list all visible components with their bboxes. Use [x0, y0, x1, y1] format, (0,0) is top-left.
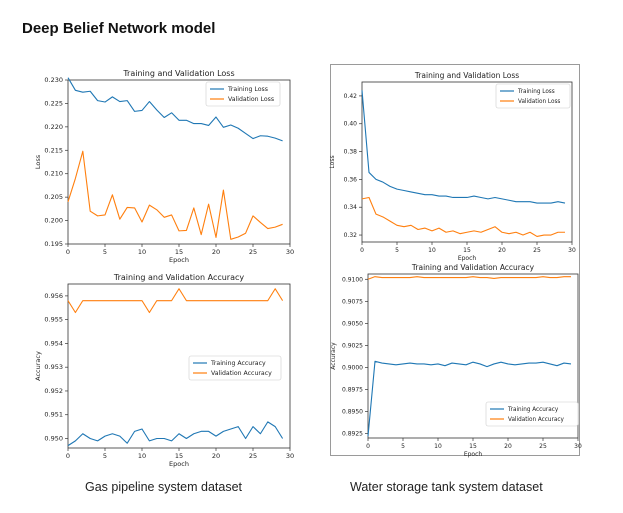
water-loss-x-tick-label: 30 — [568, 247, 576, 254]
gas-acc-legend-entry: Validation Accuracy — [211, 370, 272, 377]
caption-water-tank: Water storage tank system dataset — [350, 480, 543, 494]
gas-acc-x-tick-label: 30 — [286, 452, 294, 460]
gas-acc-y-tick-label: 0.952 — [44, 387, 63, 395]
gas-pipeline-panel — [28, 62, 298, 467]
gas-loss-y-tick-label: 0.220 — [44, 123, 63, 131]
water-loss-series-validation-line — [361, 196, 565, 237]
water-acc-legend-entry: Validation Accuracy — [508, 417, 564, 423]
gas-loss-legend-box — [205, 81, 281, 107]
water-loss-title: Training and Validation Loss — [414, 71, 519, 80]
water-loss-x-tick-label: 20 — [498, 247, 506, 254]
gas-loss-x-tick-label: 30 — [286, 248, 294, 256]
water-acc-title: Training and Validation Accuracy — [411, 263, 535, 272]
water-loss-x-tick-label: 15 — [463, 247, 471, 254]
water-loss-y-tick-label: 0.34 — [344, 204, 358, 211]
gas-loss-y-tick-label: 0.205 — [44, 193, 63, 201]
gas-acc-series-validation-line — [67, 288, 284, 314]
gas-acc-y-tick-label: 0.954 — [44, 339, 63, 347]
gas-loss-y-tick-label: 0.230 — [44, 76, 63, 84]
water-acc-series-training-line — [367, 360, 572, 437]
water-acc-y-tick-label: 0.9050 — [342, 320, 363, 327]
gas-acc-y-tick-label: 0.956 — [44, 292, 63, 300]
gas-loss-y-tick-label: 0.225 — [44, 99, 63, 107]
water-loss-y-tick-label: 0.42 — [344, 93, 358, 100]
gas-acc-x-axis-label: Epoch — [169, 460, 189, 468]
gas-acc-series-training-line — [67, 421, 284, 447]
gas-loss-y-axis-label: Loss — [34, 154, 42, 169]
gas-acc-x-tick-label: 5 — [103, 452, 107, 460]
water-acc-y-tick-label: 0.9075 — [342, 298, 363, 305]
gas-acc-title: Training and Validation Accuracy — [113, 273, 245, 282]
gas-loss-x-tick-label: 0 — [66, 248, 70, 256]
water-loss-chart: Training and Validation Loss 0 5 10 15 20 25 30… — [329, 71, 576, 262]
gas-acc-y-tick-label: 0.950 — [44, 434, 63, 442]
gas-loss-x-tick-label: 5 — [103, 248, 107, 256]
gas-acc-y-tick-label: 0.955 — [44, 316, 63, 324]
gas-acc-y-tick-label: 0.951 — [44, 411, 63, 419]
caption-gas-pipeline: Gas pipeline system dataset — [85, 480, 243, 494]
gas-loss-series-training-line — [67, 77, 283, 142]
water-acc-y-tick-label: 0.8975 — [342, 387, 363, 394]
water-loss-y-tick-label: 0.40 — [344, 121, 358, 128]
water-loss-x-tick-label: 25 — [533, 247, 541, 254]
gas-loss-title: Training and Validation Loss — [122, 69, 234, 78]
water-acc-x-tick-label: 30 — [574, 443, 582, 450]
gas-acc-x-tick-label: 15 — [175, 452, 183, 460]
water-loss-x-tick-label: 0 — [360, 247, 364, 254]
water-acc-y-tick-label: 0.9000 — [342, 364, 363, 371]
gas-loss-x-axis-label: Epoch — [169, 256, 189, 264]
gas-acc-x-tick-label: 20 — [212, 452, 220, 460]
water-acc-x-tick-label: 0 — [366, 443, 370, 450]
water-acc-legend-entry: Training Accuracy — [507, 407, 559, 413]
water-loss-y-tick-label: 0.32 — [344, 232, 358, 239]
gas-loss-x-tick-label: 10 — [138, 248, 146, 256]
gas-acc-y-axis-label: Accuracy — [34, 351, 42, 381]
gas-acc-x-tick-label: 0 — [66, 452, 70, 460]
water-acc-legend-box — [485, 401, 579, 427]
page-heading: Deep Belief Network model — [22, 20, 216, 37]
gas-loss-x-tick-label: 20 — [212, 248, 220, 256]
water-acc-y-tick-label: 0.8925 — [342, 431, 363, 438]
gas-accuracy-chart: Training and Validation Accuracy 0 5 10 15 20… — [34, 273, 294, 468]
gas-acc-x-tick-label: 25 — [249, 452, 257, 460]
water-loss-y-tick-label: 0.38 — [344, 149, 358, 156]
water-acc-series-validation-line — [367, 276, 571, 280]
water-acc-x-tick-label: 5 — [401, 443, 405, 450]
water-acc-y-tick-label: 0.9025 — [342, 342, 363, 349]
gas-loss-y-tick-label: 0.215 — [44, 146, 63, 154]
water-loss-x-tick-label: 5 — [395, 247, 399, 254]
water-loss-y-axis-label: Loss — [329, 155, 336, 168]
water-acc-y-axis-label: Accuracy — [330, 342, 337, 370]
water-accuracy-chart: Training and Validation Accuracy 0 5 10 15 20… — [330, 263, 582, 458]
gas-loss-y-tick-label: 0.195 — [44, 240, 63, 248]
water-loss-y-tick-label: 0.36 — [344, 176, 358, 183]
gas-acc-x-tick-label: 10 — [138, 452, 146, 460]
water-acc-x-tick-label: 10 — [434, 443, 442, 450]
gas-acc-y-tick-label: 0.953 — [44, 363, 63, 371]
water-loss-legend-entry: Validation Loss — [518, 99, 560, 105]
water-tank-panel — [330, 64, 580, 456]
gas-loss-legend-entry: Training Loss — [227, 86, 268, 93]
gas-loss-series-validation-line — [67, 150, 283, 240]
gas-acc-legend-box — [188, 355, 282, 381]
water-loss-x-tick-label: 10 — [428, 247, 436, 254]
gas-acc-legend-entry: Training Accuracy — [210, 360, 266, 367]
water-acc-y-tick-label: 0.9100 — [342, 276, 363, 283]
water-loss-legend-box — [495, 83, 571, 109]
gas-loss-x-tick-label: 25 — [249, 248, 257, 256]
gas-loss-legend-entry: Validation Loss — [228, 96, 274, 103]
water-loss-x-axis-label: Epoch — [458, 255, 477, 262]
water-loss-series-training-line — [361, 90, 566, 204]
water-acc-x-tick-label: 25 — [539, 443, 547, 450]
water-acc-x-tick-label: 20 — [504, 443, 512, 450]
gas-loss-chart: Training and Validation Loss 0 5 10 15 20 25 30… — [34, 69, 294, 264]
gas-loss-y-tick-label: 0.200 — [44, 217, 63, 225]
gas-loss-y-tick-label: 0.210 — [44, 170, 63, 178]
water-acc-x-axis-label: Epoch — [464, 451, 483, 458]
gas-loss-x-tick-label: 15 — [175, 248, 183, 256]
water-loss-legend-entry: Training Loss — [517, 89, 555, 95]
water-acc-y-tick-label: 0.8950 — [342, 409, 363, 416]
water-acc-x-tick-label: 15 — [469, 443, 477, 450]
